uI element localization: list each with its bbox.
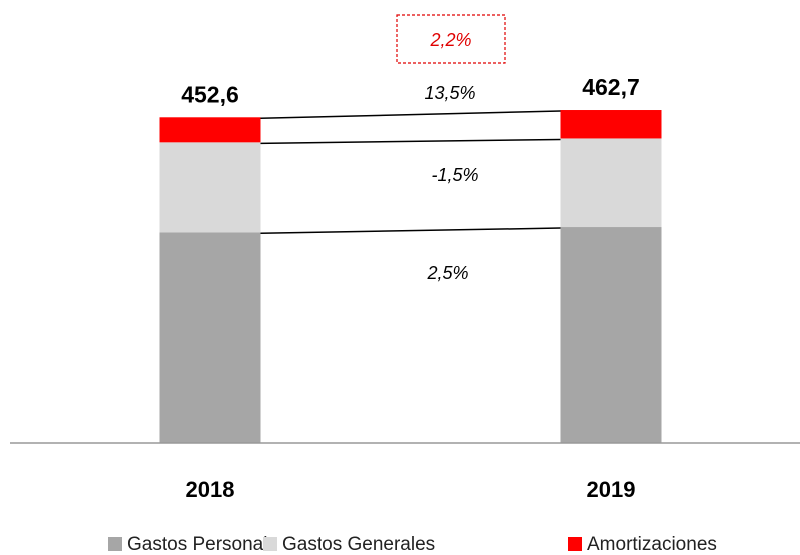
connector	[260, 110, 561, 120]
x-tick-label: 2018	[186, 477, 235, 502]
legend-swatch	[108, 537, 122, 551]
growth-label: 13,5%	[424, 83, 475, 103]
legend-label: Gastos Personal	[127, 534, 267, 555]
bar-segment	[560, 110, 662, 139]
legend-label: Amortizaciones	[587, 534, 717, 555]
total-label: 462,7	[582, 74, 640, 100]
connector	[260, 138, 561, 145]
growth-label: -1,5%	[431, 165, 478, 185]
bar-segment	[560, 138, 662, 228]
growth-label: 2,5%	[426, 263, 468, 283]
connector	[260, 227, 561, 235]
bar-segment	[159, 142, 261, 233]
bar-segment	[560, 227, 662, 443]
x-tick-label: 2019	[587, 477, 636, 502]
total-label: 452,6	[181, 81, 239, 107]
bar-segment	[159, 117, 261, 143]
legend-swatch	[263, 537, 277, 551]
bar-segment	[159, 232, 261, 443]
total-growth: 2,2%	[429, 30, 471, 50]
legend-label: Gastos Generales	[282, 534, 435, 555]
total-growth-box	[396, 14, 506, 64]
legend-swatch	[568, 537, 582, 551]
